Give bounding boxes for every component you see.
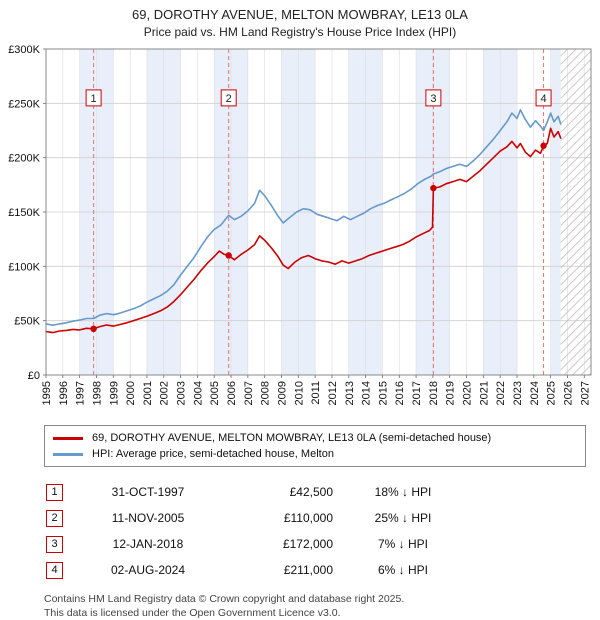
x-axis-label: 2002 xyxy=(159,381,171,405)
x-axis-label: 2020 xyxy=(462,381,474,405)
x-axis-label: 2012 xyxy=(327,381,339,405)
sale-point xyxy=(225,252,232,259)
x-axis-label: 2015 xyxy=(377,381,389,405)
hpi-line-swatch xyxy=(53,452,83,456)
x-axis-label: 2016 xyxy=(394,381,406,405)
y-axis-label: £50K xyxy=(14,316,40,328)
x-axis-label: 2027 xyxy=(579,381,591,405)
chart-legend: 69, DOROTHY AVENUE, MELTON MOWBRAY, LE13… xyxy=(44,425,586,467)
sale-point xyxy=(90,325,97,333)
x-axis-label: 2014 xyxy=(361,381,373,405)
x-axis-label: 2009 xyxy=(276,381,288,405)
transaction-hpi-diff: 18% ↓ HPI xyxy=(374,485,432,499)
x-axis-label: 2013 xyxy=(344,381,356,405)
x-axis-label: 2026 xyxy=(562,381,574,405)
price-history-chart: £0 £50K £100K £150K £200K £250K £300K 1 2 3 4 1995 1… xyxy=(8,44,592,405)
transaction-price: £172,000 xyxy=(282,537,333,551)
y-axis-label: £200K xyxy=(8,153,40,165)
footer-line-1: Contains HM Land Registry data © Crown c… xyxy=(44,593,405,605)
x-axis-label: 2001 xyxy=(142,381,154,405)
x-axis-label: 2018 xyxy=(428,381,440,405)
x-axis-label: 2019 xyxy=(445,381,457,405)
sale-marker-number: 4 xyxy=(541,93,547,105)
transaction-price: £211,000 xyxy=(283,563,333,577)
sale-marker-box xyxy=(220,89,237,107)
transaction-date: 02-AUG-2024 xyxy=(110,563,186,577)
transaction-price: £42,500 xyxy=(289,485,333,499)
x-axis-label: 2010 xyxy=(293,381,305,405)
sale-marker-box xyxy=(535,89,552,107)
transaction-number-badge: 3 xyxy=(46,535,63,553)
transaction-date: 11-NOV-2005 xyxy=(111,511,185,525)
future-hatch-region xyxy=(560,49,591,375)
sale-marker-number: 3 xyxy=(430,93,436,105)
x-axis-label: 2023 xyxy=(512,381,524,405)
table-row: 2 11-NOV-2005 £110,000 25% ↓ HPI xyxy=(46,505,600,531)
transaction-date: 12-JAN-2018 xyxy=(112,537,184,551)
x-axis-label: 1997 xyxy=(75,381,87,405)
sale-marker-number: 1 xyxy=(91,93,97,105)
transactions-table: 1 31-OCT-1997 £42,500 18% ↓ HPI 2 11-NOV… xyxy=(46,479,600,583)
property-line-swatch xyxy=(53,436,83,440)
table-row: 4 02-AUG-2024 £211,000 6% ↓ HPI xyxy=(46,557,600,583)
legend-entry-property: 69, DOROTHY AVENUE, MELTON MOWBRAY, LE13… xyxy=(53,430,577,446)
y-axis-label: £150K xyxy=(8,207,40,219)
property-line-label: 69, DOROTHY AVENUE, MELTON MOWBRAY, LE13… xyxy=(92,432,492,444)
y-axis-label: £300K xyxy=(8,44,40,56)
x-axis-label: 2004 xyxy=(192,381,204,405)
sale-marker-box xyxy=(425,89,442,107)
chart-header: 69, DOROTHY AVENUE, MELTON MOWBRAY, LE13… xyxy=(0,0,600,39)
transaction-number-badge: 4 xyxy=(46,561,63,579)
x-axis-label: 2025 xyxy=(546,381,558,405)
x-axis-label: 1998 xyxy=(91,381,103,405)
license-footer: Contains HM Land Registry data © Crown c… xyxy=(44,593,600,620)
transaction-hpi-diff: 25% ↓ HPI xyxy=(374,511,432,525)
table-row: 1 31-OCT-1997 £42,500 18% ↓ HPI xyxy=(46,479,600,505)
x-axis-label: 2000 xyxy=(125,381,137,405)
property-line xyxy=(45,127,562,334)
transaction-price: £110,000 xyxy=(283,511,333,525)
x-axis-label: 2024 xyxy=(529,381,541,405)
transaction-hpi-diff: 6% ↓ HPI xyxy=(377,563,428,577)
x-axis-label: 1995 xyxy=(41,381,53,405)
transaction-date: 31-OCT-1997 xyxy=(111,485,185,499)
x-axis-label: 2022 xyxy=(495,381,507,405)
sale-marker-number: 2 xyxy=(226,93,232,105)
x-axis-label: 2008 xyxy=(260,381,272,405)
legend-entry-hpi: HPI: Average price, semi-detached house,… xyxy=(53,446,577,462)
y-axis-label: £250K xyxy=(8,98,40,110)
x-axis-label: 2007 xyxy=(243,381,255,405)
sale-marker-box xyxy=(85,89,102,107)
x-axis-label: 2011 xyxy=(310,381,322,405)
y-axis-label: £0 xyxy=(28,370,40,382)
table-row: 3 12-JAN-2018 £172,000 7% ↓ HPI xyxy=(46,531,600,557)
footer-line-2: This data is licensed under the Open Gov… xyxy=(44,606,341,619)
x-axis-label: 2006 xyxy=(226,381,238,405)
transaction-number-badge: 2 xyxy=(46,509,63,527)
page-subtitle: Price paid vs. HM Land Registry's House … xyxy=(143,25,457,39)
x-axis-label: 2005 xyxy=(209,381,221,405)
transaction-hpi-diff: 7% ↓ HPI xyxy=(377,537,428,551)
sale-point xyxy=(540,142,547,149)
transaction-number-badge: 1 xyxy=(46,483,63,501)
hpi-line-label: HPI: Average price, semi-detached house,… xyxy=(92,448,334,460)
plot-border xyxy=(45,48,592,376)
page-title: 69, DOROTHY AVENUE, MELTON MOWBRAY, LE13… xyxy=(132,7,468,22)
x-axis-label: 2021 xyxy=(478,381,490,405)
sale-point xyxy=(430,184,437,192)
x-axis-label: 1996 xyxy=(58,381,70,405)
x-axis-label: 2003 xyxy=(176,381,188,405)
y-axis-label: £100K xyxy=(8,261,40,273)
hpi-line xyxy=(45,109,562,327)
x-axis-label: 1999 xyxy=(108,381,120,405)
x-axis-label: 2017 xyxy=(411,381,423,405)
